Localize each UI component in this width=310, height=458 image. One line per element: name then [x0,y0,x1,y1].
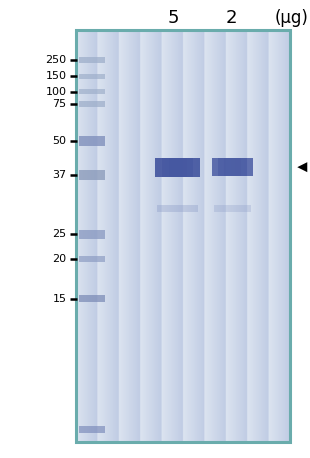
Bar [79,256,105,262]
Bar [169,158,187,177]
Bar [79,295,105,302]
Bar [224,158,241,176]
Text: 20: 20 [52,254,67,264]
Bar [79,230,105,239]
Bar [211,158,253,176]
Bar [218,158,247,176]
Bar [79,74,105,80]
Bar [157,205,198,212]
Text: 150: 150 [46,71,67,82]
Bar [79,136,105,146]
Text: 50: 50 [53,136,67,146]
Text: 37: 37 [52,170,67,180]
Text: 2: 2 [225,9,237,27]
Text: 75: 75 [52,99,67,109]
Bar [162,158,193,177]
Text: 100: 100 [46,87,67,97]
Bar [79,170,105,180]
Bar [79,58,105,64]
Text: 250: 250 [46,55,67,65]
Text: 15: 15 [53,294,67,304]
Text: 25: 25 [52,229,67,240]
Bar [79,89,105,94]
Bar [79,101,105,107]
Bar [79,426,105,433]
Bar [76,30,290,442]
Bar [155,158,200,177]
Bar [214,205,251,212]
Text: 5: 5 [168,9,179,27]
Text: (μg): (μg) [275,9,308,27]
